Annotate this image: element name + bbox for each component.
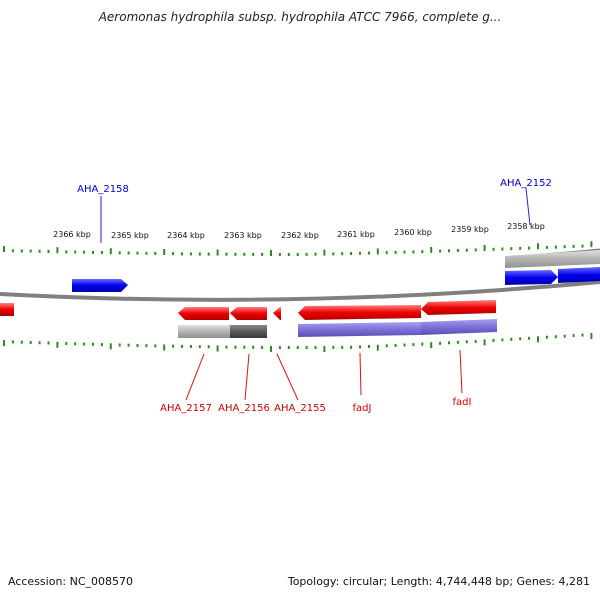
feature-bar-fadi[interactable] [421,319,497,335]
feature-bar-fadj[interactable] [298,322,421,337]
gene-label-aha2158[interactable]: AHA_2158 [77,184,129,195]
kbp-label: 2364 kbp [167,231,205,240]
gene-reverse-fadj[interactable] [298,305,421,320]
gene-label-aha2152[interactable]: AHA_2152 [500,178,552,189]
tick-row-bottom [3,333,593,352]
gene-reverse-aha2155[interactable] [273,307,281,320]
kbp-label: 2358 kbp [507,222,545,231]
leader-lines-bottom [185,349,463,401]
gene-label-aha2155[interactable]: AHA_2155 [274,403,326,414]
feature-bar-aha2156[interactable] [230,325,267,338]
feature-bar-aha2157[interactable] [178,325,230,338]
genome-stats-text: Topology: circular; Length: 4,744,448 bp… [287,575,590,588]
gene-forward-aha2152[interactable] [558,267,600,283]
accession-text: Accession: NC_008570 [8,575,134,588]
gene-label-fadi[interactable]: fadI [453,397,472,408]
gene-reverse-fadi[interactable] [421,300,496,315]
gene-forward-aha2153[interactable] [505,270,558,285]
kbp-labels: 2366 kbp 2365 kbp 2364 kbp 2363 kbp 2362… [53,222,545,240]
gene-forward-aha2158[interactable] [72,279,128,292]
gene-reverse-aha2157[interactable] [178,307,229,320]
backbone-main [0,280,600,302]
map-title: Aeromonas hydrophila subsp. hydrophila A… [98,10,502,24]
gene-reverse-left-edge[interactable] [0,303,14,316]
leader-lines-top [100,187,531,243]
rna-gray-upper [505,250,600,268]
kbp-label: 2365 kbp [111,231,149,240]
kbp-label: 2359 kbp [451,225,489,234]
gene-label-aha2156[interactable]: AHA_2156 [218,403,270,414]
kbp-label: 2361 kbp [337,230,375,239]
kbp-label: 2362 kbp [281,231,319,240]
gene-label-aha2157[interactable]: AHA_2157 [160,403,212,414]
kbp-label: 2360 kbp [394,228,432,237]
kbp-label: 2366 kbp [53,230,91,239]
gene-label-fadj[interactable]: fadJ [353,403,372,414]
kbp-label: 2363 kbp [224,231,262,240]
tick-row-top [3,241,593,256]
gene-reverse-aha2156[interactable] [230,307,267,320]
